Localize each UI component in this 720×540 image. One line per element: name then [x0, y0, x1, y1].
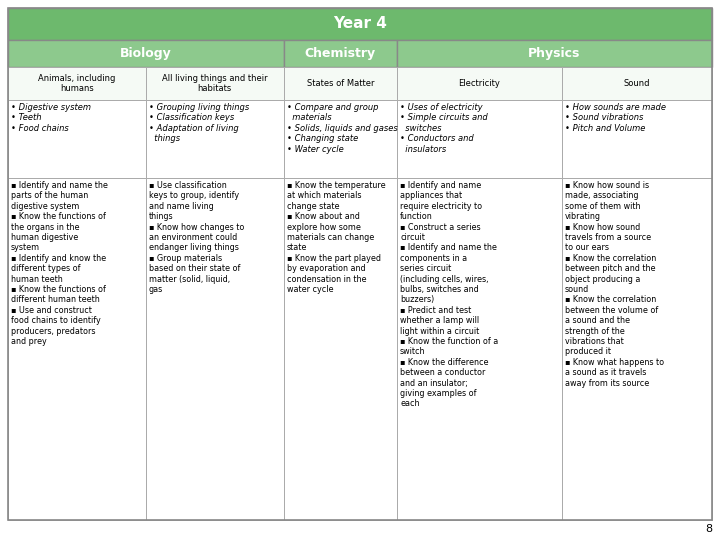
Text: All living things and their
habitats: All living things and their habitats — [162, 74, 268, 93]
Bar — [146, 178, 284, 520]
Text: ▪ Identify and name the
parts of the human
digestive system
▪ Know the functions: ▪ Identify and name the parts of the hum… — [11, 181, 108, 346]
Text: • How sounds are made
• Sound vibrations
• Pitch and Volume: • How sounds are made • Sound vibrations… — [564, 103, 665, 133]
Bar — [8, 100, 146, 178]
Bar — [284, 40, 397, 67]
Bar — [397, 100, 562, 178]
Text: Sound: Sound — [624, 79, 650, 88]
Bar — [562, 178, 712, 520]
Text: Chemistry: Chemistry — [305, 47, 376, 60]
Bar — [397, 40, 712, 67]
Text: Animals, including
humans: Animals, including humans — [38, 74, 116, 93]
Bar — [8, 40, 284, 67]
Bar — [562, 100, 712, 178]
Text: Physics: Physics — [528, 47, 581, 60]
Text: ▪ Know the temperature
at which materials
change state
▪ Know about and
explore : ▪ Know the temperature at which material… — [287, 181, 385, 294]
Bar — [284, 67, 397, 100]
Bar — [8, 67, 146, 100]
Bar — [397, 67, 562, 100]
Text: ▪ Know how sound is
made, associating
some of them with
vibrating
▪ Know how sou: ▪ Know how sound is made, associating so… — [564, 181, 664, 388]
Bar — [284, 100, 397, 178]
Bar — [562, 67, 712, 100]
Text: Biology: Biology — [120, 47, 171, 60]
Bar — [146, 100, 284, 178]
Bar — [8, 178, 146, 520]
Text: Year 4: Year 4 — [333, 17, 387, 31]
Text: ▪ Use classification
keys to group, identify
and name living
things
▪ Know how c: ▪ Use classification keys to group, iden… — [149, 181, 244, 294]
Bar — [397, 178, 562, 520]
Text: • Compare and group
  materials
• Solids, liquids and gases
• Changing state
• W: • Compare and group materials • Solids, … — [287, 103, 397, 153]
Bar — [146, 67, 284, 100]
Text: • Uses of electricity
• Simple circuits and
  switches
• Conductors and
  insula: • Uses of electricity • Simple circuits … — [400, 103, 488, 153]
Text: 8: 8 — [705, 524, 712, 534]
Bar — [284, 178, 397, 520]
Text: • Digestive system
• Teeth
• Food chains: • Digestive system • Teeth • Food chains — [11, 103, 91, 133]
Text: • Grouping living things
• Classification keys
• Adaptation of living
  things: • Grouping living things • Classificatio… — [149, 103, 249, 143]
Bar — [8, 8, 712, 40]
Text: ▪ Identify and name
appliances that
require electricity to
function
▪ Construct : ▪ Identify and name appliances that requ… — [400, 181, 498, 408]
Text: States of Matter: States of Matter — [307, 79, 374, 88]
Text: Electricity: Electricity — [459, 79, 500, 88]
